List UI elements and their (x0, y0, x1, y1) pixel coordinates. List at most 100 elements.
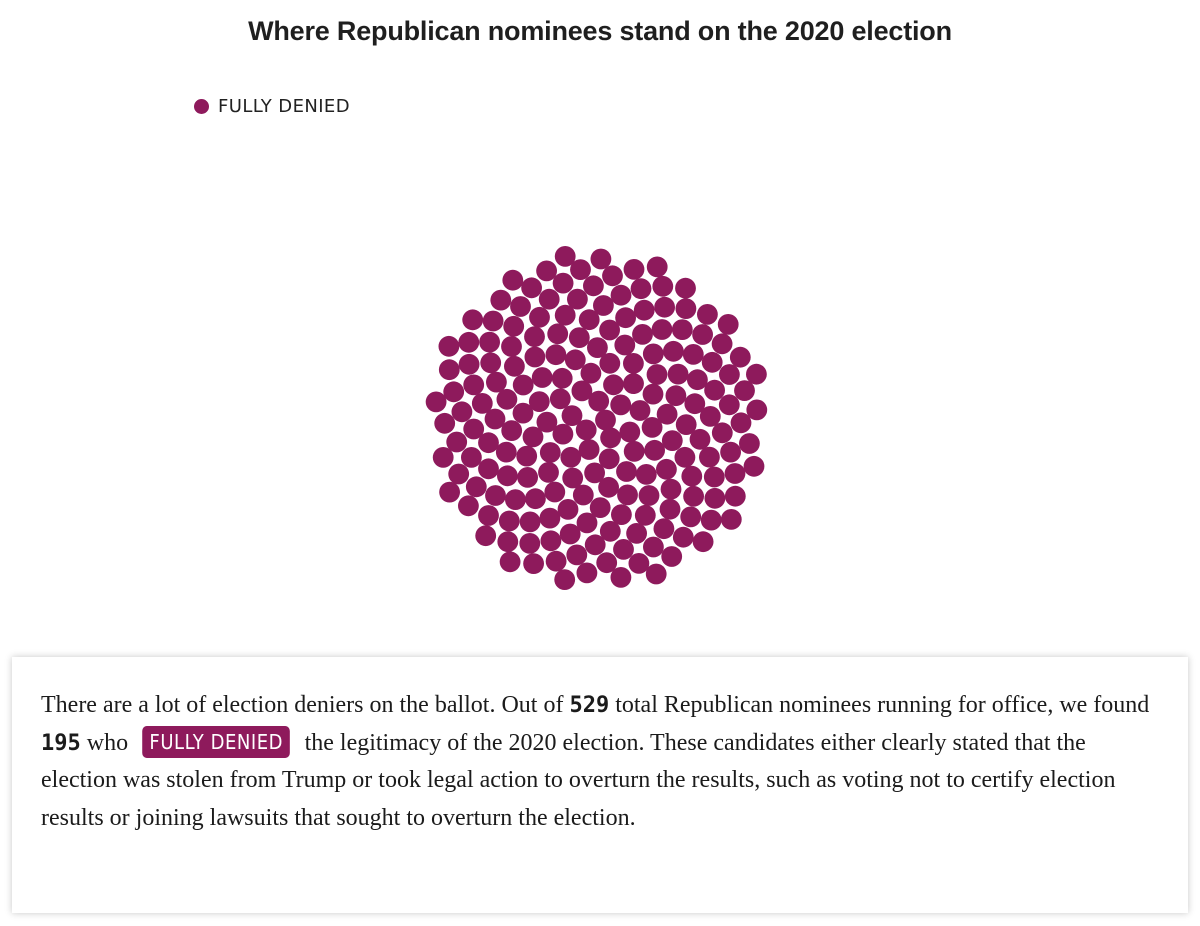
nominee-dot[interactable] (588, 390, 610, 412)
nominee-dot[interactable] (536, 260, 557, 282)
nominee-dot[interactable] (484, 408, 506, 430)
nominee-dot[interactable] (580, 362, 602, 384)
nominee-dot[interactable] (730, 412, 752, 434)
nominee-dot[interactable] (699, 406, 721, 427)
nominee-dot[interactable] (498, 510, 520, 532)
nominee-dot[interactable] (501, 420, 523, 441)
nominee-dot[interactable] (566, 544, 588, 566)
nominee-dot[interactable] (595, 409, 616, 431)
nominee-dot[interactable] (746, 363, 767, 385)
nominee-dot[interactable] (646, 256, 668, 278)
nominee-dot[interactable] (499, 551, 521, 573)
nominee-dot[interactable] (584, 462, 605, 484)
nominee-dot[interactable] (519, 533, 541, 554)
nominee-dot[interactable] (671, 319, 693, 340)
nominee-dot[interactable] (652, 275, 674, 297)
nominee-dot[interactable] (497, 465, 518, 487)
nominee-dot[interactable] (544, 481, 566, 503)
nominee-dot[interactable] (717, 314, 739, 335)
nominee-dot[interactable] (674, 446, 696, 468)
nominee-dot[interactable] (645, 563, 667, 585)
nominee-dot[interactable] (675, 298, 697, 319)
nominee-dot[interactable] (443, 381, 465, 403)
nominee-dot[interactable] (478, 458, 499, 480)
nominee-dot[interactable] (739, 433, 760, 454)
nominee-dot[interactable] (571, 380, 593, 402)
nominee-dot[interactable] (684, 393, 706, 415)
nominee-dot[interactable] (512, 374, 534, 396)
nominee-dot[interactable] (701, 351, 723, 373)
nominee-dot[interactable] (448, 463, 470, 485)
nominee-dot[interactable] (519, 511, 541, 533)
nominee-dot[interactable] (524, 346, 546, 368)
nominee-dot[interactable] (617, 484, 638, 506)
nominee-dot[interactable] (578, 309, 600, 331)
nominee-dot[interactable] (575, 419, 597, 441)
nominee-dot[interactable] (485, 485, 506, 506)
nominee-dot[interactable] (689, 428, 711, 450)
nominee-dot[interactable] (552, 423, 574, 445)
nominee-dot[interactable] (711, 422, 733, 444)
nominee-dot[interactable] (675, 414, 697, 435)
nominee-dot[interactable] (539, 442, 561, 463)
nominee-dot[interactable] (425, 391, 447, 413)
nominee-dot[interactable] (576, 562, 598, 584)
nominee-dot[interactable] (503, 315, 525, 337)
nominee-dot[interactable] (683, 485, 704, 507)
nominee-dot[interactable] (651, 319, 673, 340)
nominee-dot[interactable] (642, 343, 664, 365)
nominee-dot[interactable] (704, 487, 726, 509)
nominee-dot[interactable] (611, 504, 632, 525)
nominee-dot[interactable] (703, 466, 725, 488)
nominee-dot[interactable] (598, 476, 619, 498)
nominee-dot[interactable] (458, 495, 479, 517)
nominee-dot[interactable] (496, 388, 518, 410)
nominee-dot[interactable] (552, 272, 574, 294)
nominee-dot[interactable] (700, 509, 722, 531)
nominee-dot[interactable] (599, 352, 621, 374)
nominee-dot[interactable] (672, 526, 694, 548)
nominee-dot[interactable] (692, 324, 713, 345)
nominee-dot[interactable] (480, 352, 502, 374)
nominee-dot[interactable] (656, 403, 678, 425)
nominee-dot[interactable] (590, 248, 612, 270)
nominee-dot[interactable] (524, 326, 545, 348)
nominee-dot[interactable] (623, 373, 644, 394)
nominee-dot[interactable] (525, 488, 546, 510)
nominee-dot[interactable] (653, 518, 675, 540)
nominee-dot[interactable] (567, 288, 588, 310)
nominee-dot[interactable] (699, 446, 720, 468)
nominee-dot[interactable] (661, 430, 683, 451)
nominee-dot[interactable] (598, 448, 620, 470)
nominee-dot[interactable] (644, 439, 665, 461)
nominee-dot[interactable] (613, 539, 634, 560)
nominee-dot[interactable] (434, 412, 456, 434)
nominee-dot[interactable] (654, 296, 675, 318)
nominee-dot[interactable] (724, 485, 746, 507)
nominee-dot[interactable] (729, 346, 751, 368)
nominee-dot[interactable] (638, 485, 660, 506)
nominee-dot[interactable] (517, 467, 538, 488)
nominee-dot[interactable] (458, 331, 480, 353)
nominee-dot[interactable] (545, 550, 567, 572)
nominee-dot[interactable] (634, 504, 656, 526)
nominee-dot[interactable] (497, 531, 519, 553)
nominee-dot[interactable] (661, 546, 683, 567)
nominee-dot[interactable] (482, 310, 504, 332)
nominee-dot[interactable] (667, 363, 689, 385)
nominee-dot[interactable] (528, 391, 550, 412)
nominee-dot[interactable] (593, 295, 614, 316)
nominee-dot[interactable] (540, 530, 562, 552)
nominee-dot[interactable] (704, 379, 725, 401)
nominee-dot[interactable] (432, 447, 454, 468)
nominee-dot[interactable] (659, 498, 681, 520)
nominee-dot[interactable] (521, 277, 542, 299)
nominee-dot[interactable] (486, 371, 507, 393)
nominee-dot[interactable] (564, 349, 586, 371)
nominee-dot[interactable] (633, 299, 655, 321)
nominee-dot[interactable] (547, 323, 569, 345)
nominee-dot[interactable] (554, 246, 576, 267)
nominee-dot[interactable] (554, 304, 576, 326)
nominee-dot[interactable] (458, 353, 480, 375)
nominee-dot[interactable] (665, 385, 687, 407)
